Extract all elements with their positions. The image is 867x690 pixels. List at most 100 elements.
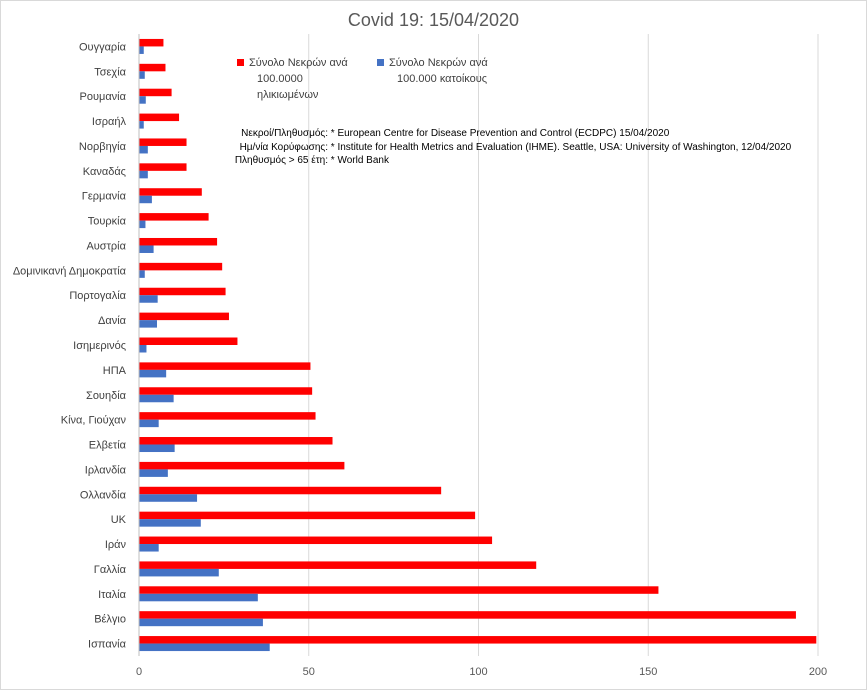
bar-population [139, 618, 263, 627]
bar-population [139, 270, 145, 278]
bar-elderly [139, 536, 493, 545]
legend-label-elderly: Σύνολο Νεκρών ανά 100.0000 ηλικιωμένων [237, 55, 361, 103]
bar-population [139, 170, 148, 179]
note-source: * European Centre for Disease Prevention… [330, 128, 670, 139]
x-tick-label: 50 [303, 666, 315, 678]
bar-elderly [139, 237, 218, 246]
chart-title: Covid 19: 15/04/2020 [347, 10, 520, 30]
bar-population [139, 71, 145, 79]
category-label: Ουγγαρία [79, 41, 127, 53]
bar-population [139, 245, 154, 253]
category-label: Τουρκία [88, 216, 127, 228]
source-notes: Νεκροί/Πληθυσμός: * European Centre for … [232, 127, 791, 168]
bar-population [139, 544, 159, 552]
category-label: UK [111, 514, 127, 526]
x-tick-label: 150 [639, 666, 657, 678]
bar-population [139, 220, 146, 229]
bar-population [139, 46, 144, 54]
bar-population [139, 96, 146, 104]
note-label: Πληθυσμός > 65 έτη: [234, 155, 328, 166]
bar-elderly [139, 188, 202, 196]
note-row: Νεκροί/Πληθυσμός: * European Centre for … [232, 127, 791, 141]
category-label: Κίνα, Γιούχαν [61, 415, 127, 427]
bar-elderly [139, 113, 180, 122]
note-source: * World Bank [330, 155, 389, 166]
bar-population [139, 593, 258, 602]
note-source: * Institute for Health Metrics and Evalu… [330, 141, 792, 153]
category-label: Γερμανία [82, 191, 127, 203]
bar-elderly [139, 287, 226, 296]
bar-elderly [139, 88, 172, 97]
bar-elderly [139, 412, 316, 420]
bar-population [139, 419, 159, 428]
bar-population [139, 121, 144, 129]
category-label: Ιταλία [98, 589, 127, 601]
bar-population [139, 195, 152, 204]
category-label: Δανία [98, 315, 127, 327]
bar-population [139, 295, 158, 303]
legend-swatch-red [237, 59, 244, 66]
bar-population [139, 643, 270, 652]
legend-item-population: Σύνολο Νεκρών ανά 100.000 κατοίκους [377, 55, 497, 87]
category-label: Ολλανδία [80, 489, 127, 501]
x-tick-label: 200 [809, 666, 827, 678]
category-label: ΗΠΑ [103, 365, 127, 377]
category-label: Σουηδία [86, 390, 127, 402]
bar-population [139, 469, 168, 477]
legend-swatch-blue [377, 59, 384, 66]
legend-label-population: Σύνολο Νεκρών ανά 100.000 κατοίκους [377, 55, 497, 87]
category-label: Καναδάς [83, 166, 126, 178]
bar-elderly [139, 213, 209, 221]
legend-label-line: Σύνολο Νεκρών ανά [389, 57, 488, 69]
bar-population [139, 145, 148, 154]
note-row: Πληθυσμός > 65 έτη: * World Bank [232, 154, 791, 168]
bar-population [139, 369, 167, 378]
bar-elderly [139, 262, 223, 271]
bar-elderly [139, 337, 238, 345]
legend-item-elderly: Σύνολο Νεκρών ανά 100.0000 ηλικιωμένων [237, 55, 361, 103]
x-tick-label: 100 [469, 666, 487, 678]
legend-label-line: 100.000 κατοίκους [397, 73, 488, 85]
category-label: Τσεχία [94, 66, 126, 78]
bar-elderly [139, 387, 313, 395]
note-label: Ημ/νία Κορύφωσης: [239, 141, 328, 153]
bar-elderly [139, 586, 659, 594]
bar-elderly [139, 38, 164, 47]
category-label: Ρουμανία [80, 91, 127, 103]
note-label: Νεκροί/Πληθυσμός: [241, 128, 328, 139]
bar-elderly [139, 312, 229, 321]
bar-elderly [139, 636, 817, 644]
category-label: Δομινικανή Δημοκρατία [13, 265, 127, 277]
category-label: Αυστρία [86, 240, 126, 252]
bar-elderly [139, 362, 311, 370]
bar-population [139, 568, 219, 577]
category-label: Νορβηγία [79, 141, 127, 153]
category-label: Ισραήλ [92, 116, 127, 128]
category-label: Γαλλία [94, 564, 127, 576]
bar-population [139, 345, 147, 353]
category-label: Ιράν [105, 539, 127, 551]
bar-elderly [139, 163, 187, 171]
bar-elderly [139, 561, 537, 569]
category-label: Ιρλανδία [85, 464, 127, 476]
bar-population [139, 444, 175, 453]
bar-elderly [139, 511, 476, 520]
note-row: Ημ/νία Κορύφωσης: * Institute for Health… [232, 141, 792, 155]
category-label: Ισπανία [88, 639, 127, 651]
legend-label-line: 100.0000 ηλικιωμένων [257, 73, 319, 101]
bar-elderly [139, 138, 187, 146]
bar-population [139, 519, 201, 527]
bar-elderly [139, 63, 166, 72]
legend-label-line: Σύνολο Νεκρών ανά [249, 57, 348, 69]
category-label: Ελβετία [89, 440, 127, 452]
bar-elderly [139, 486, 442, 495]
category-label: Πορτογαλία [69, 290, 126, 302]
category-label: Βέλγιο [94, 614, 126, 626]
x-tick-label: 0 [136, 666, 142, 678]
bar-elderly [139, 611, 796, 619]
bar-elderly [139, 437, 333, 445]
bar-population [139, 320, 157, 328]
bar-population [139, 394, 174, 403]
category-label: Ισημερινός [73, 340, 126, 352]
bar-elderly [139, 461, 345, 470]
